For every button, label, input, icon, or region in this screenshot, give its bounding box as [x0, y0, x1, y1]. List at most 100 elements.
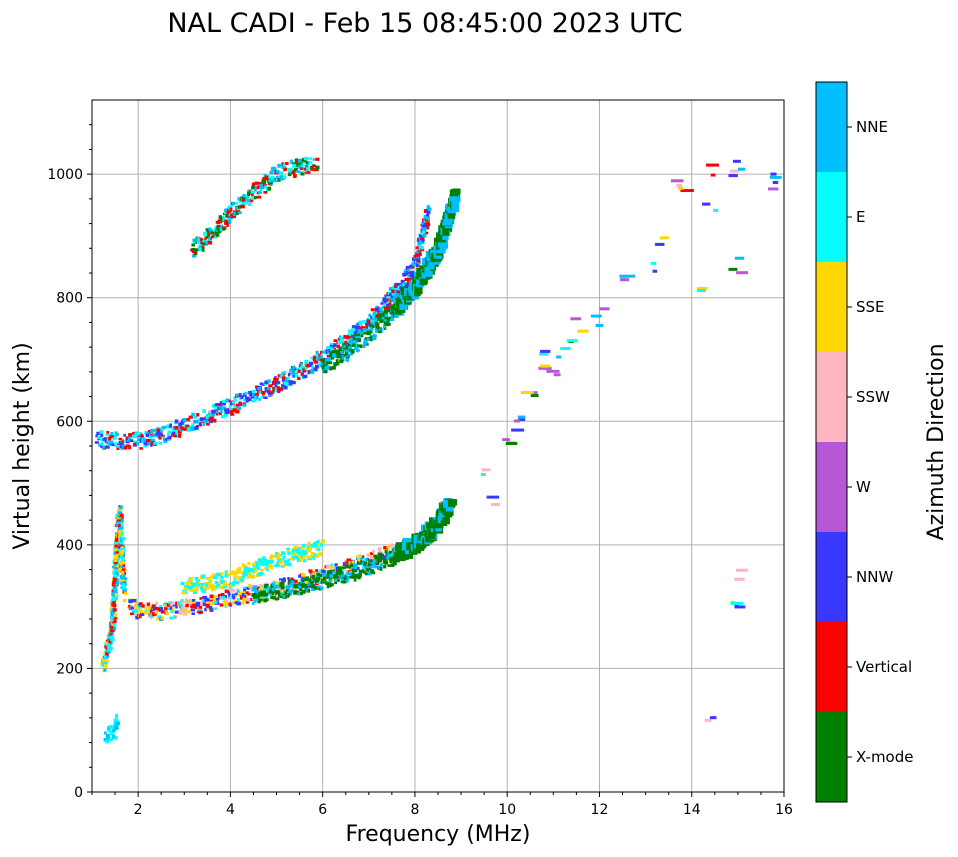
echo-point — [115, 573, 119, 577]
echo-point — [282, 376, 286, 380]
echo-point — [394, 282, 399, 286]
echo-point — [226, 602, 230, 607]
echo-point — [369, 337, 373, 342]
echo-point — [220, 224, 224, 228]
echo-point — [311, 554, 315, 558]
echo-point — [304, 367, 308, 371]
echo-point — [231, 601, 235, 605]
echo-point — [233, 580, 237, 584]
echo-point — [389, 560, 393, 563]
echo-point — [358, 569, 363, 574]
echo-point — [517, 415, 526, 419]
echo-point — [338, 350, 342, 355]
echo-point — [383, 309, 387, 314]
echo-point — [245, 599, 249, 604]
echo-point — [114, 544, 119, 548]
echo-point — [202, 602, 207, 607]
echo-point — [113, 612, 117, 617]
echo-point — [124, 591, 128, 595]
echo-point — [215, 598, 220, 601]
echo-point — [376, 313, 381, 317]
echo-point — [294, 590, 298, 593]
echo-point — [304, 550, 308, 554]
echo-point — [280, 171, 283, 176]
echo-point — [251, 196, 255, 201]
echo-point — [115, 536, 119, 540]
echo-point — [308, 160, 313, 164]
echo-point — [595, 323, 604, 327]
echo-point — [169, 423, 172, 428]
echo-point — [336, 350, 339, 354]
echo-point — [272, 554, 276, 558]
echo-point — [356, 561, 360, 565]
echo-point — [323, 576, 327, 580]
echo-point — [368, 313, 371, 317]
echo-point — [301, 579, 305, 583]
echo-point — [372, 333, 376, 337]
echo-point — [404, 271, 409, 276]
x-axis-label: Frequency (MHz) — [346, 822, 531, 847]
echo-point — [310, 544, 314, 548]
echo-point — [209, 596, 213, 600]
echo-point — [502, 438, 510, 442]
echo-point — [348, 332, 353, 336]
echo-point — [388, 302, 392, 305]
echo-point — [382, 297, 387, 302]
echo-point — [195, 582, 199, 587]
echo-point — [200, 586, 204, 590]
echo-point — [362, 567, 365, 571]
echo-point — [128, 599, 133, 604]
echo-point — [421, 246, 424, 250]
echo-point — [172, 433, 176, 437]
echo-point — [134, 440, 139, 444]
echo-point — [650, 261, 657, 265]
echo-point — [274, 376, 277, 380]
echo-point — [361, 558, 365, 562]
echo-point — [275, 380, 279, 384]
echo-point — [345, 335, 350, 340]
echo-point — [196, 413, 200, 417]
echo-point — [191, 423, 195, 427]
echo-point — [383, 564, 387, 569]
echo-point — [272, 580, 277, 584]
echo-point — [232, 595, 236, 600]
echo-point — [269, 559, 274, 563]
echo-point — [112, 622, 117, 626]
echo-point — [107, 728, 111, 733]
echo-point — [205, 583, 210, 587]
echo-point — [442, 227, 450, 236]
echo-point — [351, 572, 355, 577]
echo-point — [382, 312, 385, 317]
echo-point — [264, 387, 269, 391]
echo-point — [220, 218, 225, 222]
echo-point — [214, 235, 218, 239]
echo-point — [161, 425, 167, 429]
echo-point — [110, 638, 115, 642]
y-tick-label: 800 — [56, 291, 83, 307]
echo-point — [425, 220, 430, 225]
echo-point — [253, 589, 258, 593]
echo-point — [107, 726, 110, 730]
echo-point — [375, 322, 380, 327]
echo-point — [122, 583, 126, 587]
echo-point — [407, 277, 412, 281]
echo-point — [307, 547, 312, 552]
echo-point — [114, 724, 118, 729]
echo-point — [119, 518, 124, 522]
echo-point — [216, 226, 220, 231]
echo-point — [208, 236, 211, 241]
echo-point — [350, 334, 354, 338]
echo-point — [217, 583, 222, 588]
echo-point — [138, 602, 143, 606]
echo-point — [345, 357, 350, 362]
echo-point — [113, 620, 117, 623]
echo-point — [189, 585, 193, 590]
echo-point — [224, 598, 228, 602]
colorbar-tick-label: E — [856, 208, 865, 226]
echo-point — [341, 566, 347, 569]
echo-point — [734, 577, 745, 581]
colorbar-swatch-w — [816, 442, 847, 532]
echo-point — [160, 428, 163, 432]
echo-point — [379, 307, 383, 312]
echo-point — [274, 388, 279, 392]
